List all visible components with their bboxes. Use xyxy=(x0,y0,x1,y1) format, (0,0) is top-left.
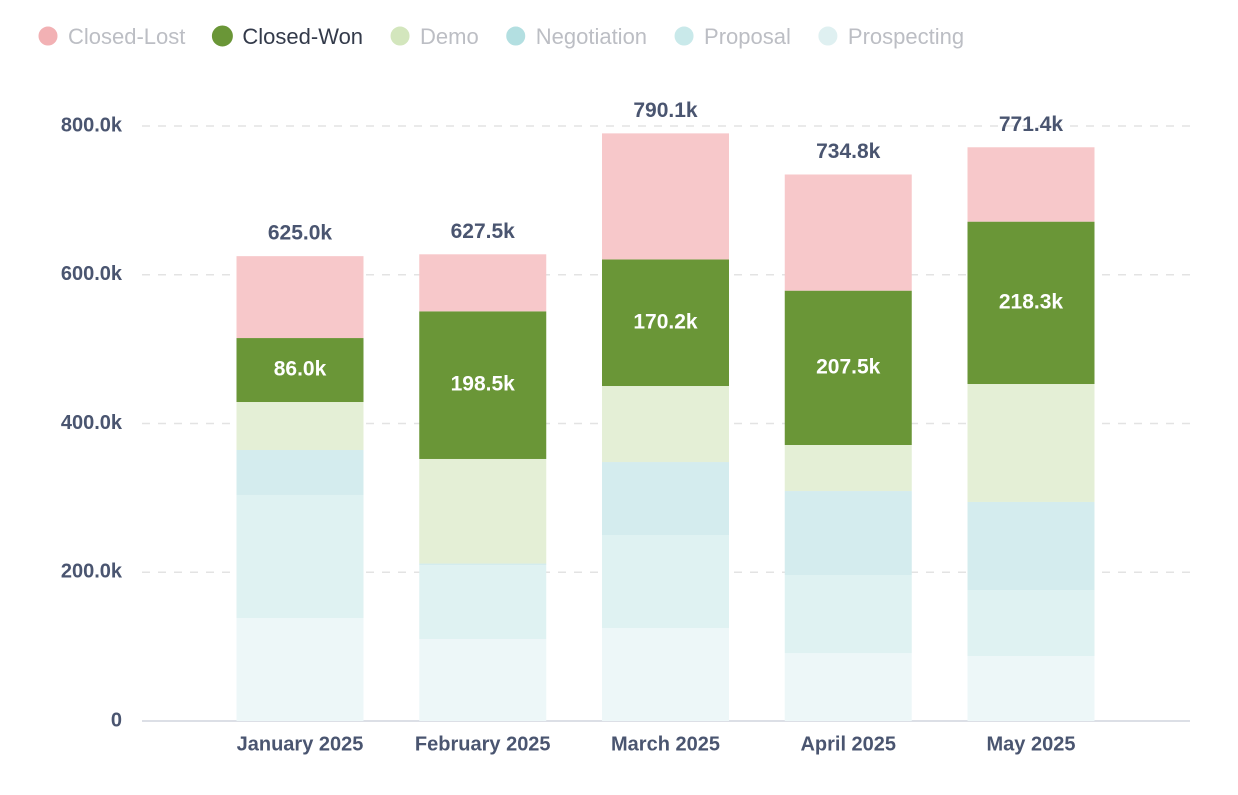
bar-segment xyxy=(967,384,1095,502)
x-tick-label: May 2025 xyxy=(987,733,1076,755)
bar-segment xyxy=(967,501,1095,591)
bar-segment xyxy=(602,534,729,629)
bar-segment xyxy=(602,133,729,260)
total-label: 734.8k xyxy=(816,140,881,163)
bar-segment xyxy=(236,256,364,339)
y-tick-label: 600.0k xyxy=(61,263,123,285)
bar-segment xyxy=(419,254,547,312)
bar-segment xyxy=(236,494,364,618)
data-label: 170.2k xyxy=(633,310,698,333)
legend-label[interactable]: Proposal xyxy=(704,24,791,49)
data-label: 218.3k xyxy=(999,290,1064,313)
legend-marker[interactable] xyxy=(817,25,839,47)
bar-segment xyxy=(419,565,547,640)
legend-marker[interactable] xyxy=(37,25,59,47)
data-label: 86.0k xyxy=(274,358,327,381)
y-tick-label: 0 xyxy=(111,709,122,731)
total-label: 627.5k xyxy=(451,220,516,243)
bar-segment xyxy=(602,259,729,387)
bar-segment xyxy=(967,590,1095,656)
bar-segment xyxy=(236,338,364,403)
bar-segment xyxy=(967,147,1095,222)
x-tick-label: April 2025 xyxy=(800,733,896,755)
y-tick-label: 200.0k xyxy=(61,561,123,583)
bar-segment xyxy=(784,575,912,654)
legend-label[interactable]: Closed-Lost xyxy=(68,24,185,49)
bar-segment xyxy=(967,655,1095,721)
x-tick-label: March 2025 xyxy=(611,733,720,755)
bar-segment xyxy=(419,311,547,459)
legend-marker[interactable] xyxy=(505,25,527,47)
bar-segment xyxy=(236,402,364,450)
bar-segment xyxy=(784,444,912,492)
bar-segment xyxy=(419,563,547,566)
y-tick-label: 400.0k xyxy=(61,412,123,434)
bar-segment xyxy=(236,617,364,721)
bar-segment xyxy=(602,462,729,535)
bar-segment xyxy=(236,449,364,495)
bar-segment xyxy=(419,639,547,721)
total-label: 771.4k xyxy=(999,113,1064,136)
legend-marker[interactable] xyxy=(673,25,695,47)
legend-label[interactable]: Negotiation xyxy=(536,24,647,49)
legend-label[interactable]: Prospecting xyxy=(848,24,964,49)
bar-segment xyxy=(967,221,1095,385)
bar-segment xyxy=(602,386,729,463)
bar-segment xyxy=(784,174,912,291)
data-label: 198.5k xyxy=(451,373,516,396)
total-label: 625.0k xyxy=(268,222,333,245)
y-tick-label: 800.0k xyxy=(61,114,123,136)
legend-marker[interactable] xyxy=(211,25,233,47)
x-tick-label: January 2025 xyxy=(237,733,364,755)
bar-segment xyxy=(784,491,912,576)
x-tick-label: February 2025 xyxy=(415,733,551,755)
legend-label[interactable]: Closed-Won xyxy=(242,24,363,49)
bar-segment xyxy=(784,653,912,721)
total-label: 790.1k xyxy=(633,99,698,122)
bar-segment xyxy=(419,458,547,564)
legend-label[interactable]: Demo xyxy=(420,24,479,49)
data-label: 207.5k xyxy=(816,355,881,378)
bar-segment xyxy=(602,628,729,721)
legend-marker[interactable] xyxy=(389,25,411,47)
bar-segment xyxy=(784,290,912,445)
